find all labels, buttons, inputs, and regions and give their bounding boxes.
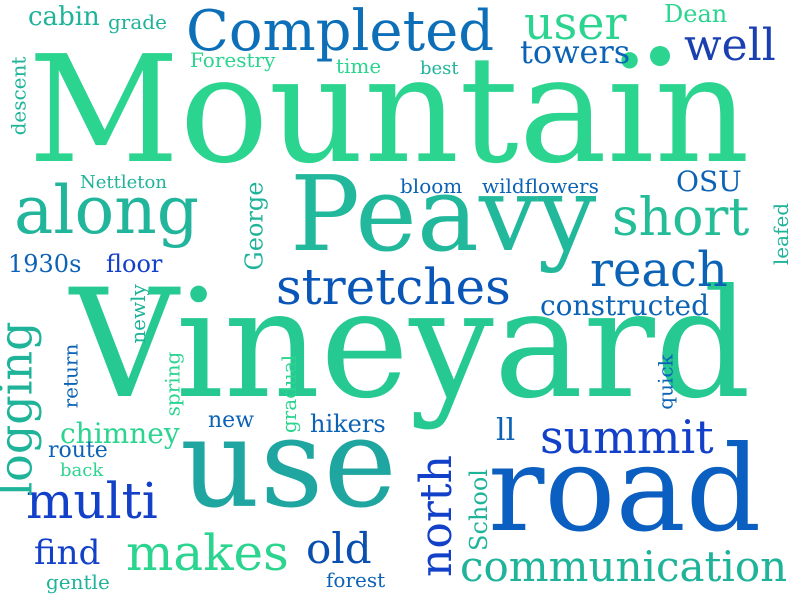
- word-new: new: [208, 408, 255, 433]
- word-leafed: leafed: [769, 202, 794, 266]
- word-cabin: cabin: [28, 2, 100, 32]
- word-towers: towers: [520, 33, 631, 71]
- word-route: route: [48, 438, 108, 463]
- word-newly: newly: [125, 284, 150, 344]
- word-ll: ll: [496, 413, 516, 448]
- word-stretches: stretches: [276, 258, 511, 316]
- word-forestry: Forestry: [190, 48, 276, 72]
- word-well: well: [684, 20, 776, 71]
- word-road: road: [488, 420, 762, 558]
- word-back: back: [60, 460, 104, 481]
- word-chimney: chimney: [60, 417, 180, 450]
- word-old: old: [306, 524, 372, 573]
- word-multi: multi: [26, 472, 158, 530]
- word-1930s: 1930s: [8, 250, 82, 278]
- word-spring: spring: [160, 351, 185, 417]
- word-osu: OSU: [676, 165, 742, 198]
- dot-marker: [650, 46, 670, 66]
- word-nettleton: Nettleton: [80, 172, 167, 193]
- word-communication: communication: [460, 542, 788, 591]
- word-quick: quick: [653, 354, 678, 410]
- word-use: use: [180, 392, 397, 536]
- word-mountain: Mountain: [28, 24, 750, 196]
- word-bloom: bloom: [400, 174, 463, 198]
- word-find: find: [34, 533, 101, 573]
- word-school: School: [464, 469, 493, 551]
- word-along: along: [14, 172, 199, 249]
- word-logging: logging: [0, 321, 43, 497]
- word-return: return: [58, 343, 83, 409]
- word-user: user: [524, 0, 627, 50]
- word-grade: grade: [108, 10, 167, 34]
- word-north: north: [410, 455, 462, 577]
- word-gentle: gentle: [46, 570, 110, 594]
- word-peavy: Peavy: [290, 153, 597, 275]
- word-descent: descent: [6, 56, 31, 136]
- word-vineyard: Vineyard: [70, 258, 751, 432]
- word-reach: reach: [590, 242, 728, 298]
- word-summit: summit: [540, 410, 714, 464]
- word-makes: makes: [126, 524, 289, 582]
- word-time: time: [336, 54, 382, 78]
- word-short: short: [612, 188, 750, 248]
- word-best: best: [420, 58, 459, 79]
- word-completed: Completed: [186, 0, 495, 64]
- word-hikers: hikers: [310, 410, 386, 438]
- word-constructed: constructed: [540, 289, 710, 322]
- word-wildflowers: wildflowers: [482, 174, 599, 198]
- word-dean: Dean: [664, 0, 728, 28]
- word-floor: floor: [106, 250, 163, 278]
- word-gradual: gradual: [277, 354, 302, 434]
- word-george: George: [240, 181, 269, 271]
- word-forest: forest: [326, 568, 386, 592]
